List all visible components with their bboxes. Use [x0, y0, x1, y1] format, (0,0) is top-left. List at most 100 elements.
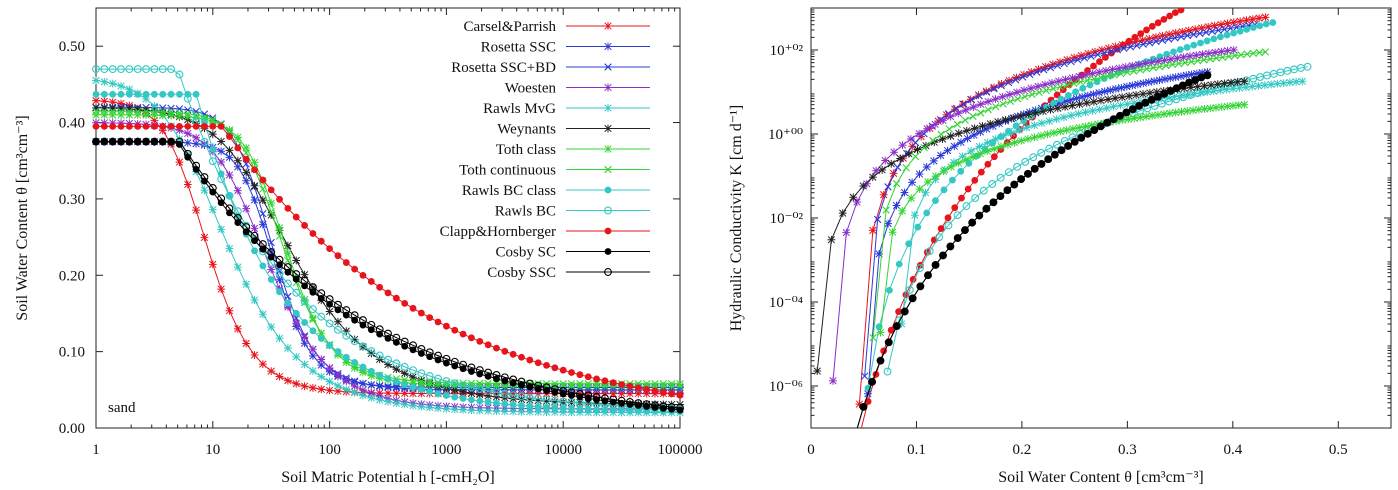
- right-point-rosetta-ssc-bd: [975, 92, 983, 100]
- left-point-rawls-mvg: [317, 372, 326, 381]
- right-point-rosetta-ssc: [1192, 69, 1201, 78]
- right-point-rawls-mvg: [1163, 93, 1172, 102]
- right-point-rawls-bc-class: [1256, 22, 1264, 30]
- left-point-rawls-mvg: [484, 406, 493, 415]
- left-point-toth-class: [125, 111, 134, 119]
- right-point-weynants: [1146, 89, 1154, 97]
- left-point-woesten: [267, 265, 276, 274]
- left-point-rawls-bc: [317, 312, 326, 321]
- left-point-rawls-mvg: [325, 377, 334, 386]
- right-point-toth-class: [1056, 127, 1065, 136]
- right-x-axis-label: Soil Water Content θ [cm³cm⁻³]: [998, 469, 1203, 486]
- left-point-rawls-bc-class: [100, 90, 108, 98]
- left-series-cosby-ssc: [92, 137, 684, 412]
- right-point-toth-continuous: [1042, 86, 1050, 95]
- left-point-toth-class: [117, 111, 125, 119]
- left-point-weynants: [208, 130, 217, 139]
- right-point-woesten: [1027, 84, 1035, 93]
- right-point-toth-continuous: [984, 105, 992, 114]
- right-point-woesten: [998, 92, 1007, 101]
- right-point-woesten: [1134, 60, 1143, 69]
- right-y-axis-label: Hydraulic Conductivity K [cm d⁻¹]: [728, 105, 745, 332]
- right-point-rawls-mvg: [983, 138, 992, 147]
- right-point-woesten: [984, 97, 993, 106]
- right-point-weynants: [827, 235, 836, 244]
- right-point-cosby-ssc: [868, 377, 877, 386]
- right-point-rawls-bc-class: [949, 176, 956, 184]
- left-point-clapp-hornberger: [501, 347, 509, 355]
- right-point-rawls-bc-class: [886, 286, 893, 294]
- right-point-woesten: [898, 141, 907, 150]
- left-point-cosby-ssc: [509, 375, 518, 384]
- right-point-rawls-bc-class: [1197, 39, 1204, 47]
- right-point-rawls-bc-class: [1064, 92, 1072, 99]
- left-point-rosetta-ssc: [275, 275, 284, 284]
- legend-marker-toth-continuous: [604, 165, 612, 174]
- right-point-carsel-parrish: [1077, 51, 1086, 60]
- right-point-cosby-ssc: [1147, 95, 1156, 104]
- legend-label-rawls-mvg: Rawls MvG: [483, 101, 556, 117]
- right-point-rosetta-ssc-bd: [967, 96, 976, 104]
- left-point-rosetta-ssc: [384, 382, 392, 391]
- right-point-carsel-parrish: [1125, 39, 1134, 48]
- left-point-cosby-ssc: [375, 325, 384, 334]
- left-point-toth-class: [367, 371, 376, 380]
- left-point-clapp-hornberger: [634, 384, 642, 392]
- right-point-woesten: [906, 135, 915, 143]
- right-point-toth-continuous: [1168, 60, 1177, 69]
- right-point-toth-continuous: [1193, 57, 1202, 65]
- right-point-rawls-bc-class: [1176, 46, 1184, 53]
- right-point-rawls-bc-class: [1005, 127, 1012, 135]
- right-point-weynants: [905, 149, 913, 158]
- right-point-rawls-bc: [1165, 97, 1173, 106]
- left-point-toth-class: [309, 314, 317, 322]
- right-point-carsel-parrish: [1229, 18, 1238, 27]
- right-point-rawls-mvg: [1015, 126, 1024, 135]
- right-point-rawls-mvg: [967, 147, 975, 155]
- right-point-cosby-ssc: [859, 402, 868, 411]
- left-point-rosetta-ssc: [309, 351, 317, 360]
- right-point-rosetta-ssc-bd: [1145, 39, 1154, 47]
- left-point-rawls-mvg: [559, 408, 568, 417]
- right-point-rosetta-ssc: [1198, 68, 1207, 77]
- left-point-carsel-parrish: [392, 389, 401, 398]
- left-point-carsel-parrish: [384, 389, 392, 398]
- left-point-cosby-ssc: [283, 263, 292, 272]
- right-point-toth-continuous: [953, 120, 962, 129]
- right-point-clapp-hornberger: [887, 326, 895, 334]
- right-point-rosetta-ssc-bd: [860, 372, 869, 380]
- left-point-cosby-ssc: [525, 379, 534, 388]
- left-point-carsel-parrish: [601, 389, 609, 398]
- left-point-cosby-ssc: [300, 276, 309, 285]
- right-point-woesten: [1160, 56, 1169, 65]
- left-point-rawls-bc: [100, 65, 109, 74]
- right-point-rawls-mvg: [1285, 78, 1294, 87]
- right-point-toth-continuous: [1006, 97, 1015, 106]
- left-point-rawls-bc: [92, 65, 100, 74]
- left-point-clapp-hornberger: [584, 373, 592, 381]
- left-point-rawls-mvg: [459, 405, 467, 414]
- right-point-weynants: [1082, 99, 1091, 107]
- left-point-toth-class: [175, 112, 184, 120]
- right-point-rawls-bc-class: [923, 209, 931, 217]
- right-point-rosetta-ssc-bd: [1208, 27, 1216, 35]
- right-point-weynants: [1118, 93, 1127, 102]
- left-point-clapp-hornberger: [376, 283, 384, 291]
- right-point-woesten: [862, 179, 871, 188]
- left-point-rawls-bc-class: [334, 348, 342, 355]
- left-point-clapp-hornberger: [342, 259, 350, 266]
- left-x-tick-label: 1000: [431, 442, 461, 458]
- right-point-weynants: [887, 159, 896, 168]
- right-point-cosby-ssc: [1064, 142, 1073, 150]
- right-point-cosby-ssc: [939, 251, 947, 260]
- left-point-rawls-bc: [133, 65, 142, 74]
- right-point-rawls-bc-class: [895, 260, 903, 268]
- right-point-rawls-mvg: [1241, 83, 1250, 92]
- right-point-carsel-parrish: [1152, 33, 1160, 42]
- left-point-rawls-mvg: [509, 407, 518, 416]
- left-point-cosby-ssc: [308, 283, 317, 292]
- legend-marker-toth-class: [604, 145, 612, 153]
- right-point-cosby-ssc: [982, 204, 991, 213]
- left-point-cosby-ssc: [325, 295, 334, 304]
- left-point-clapp-hornberger: [125, 122, 133, 130]
